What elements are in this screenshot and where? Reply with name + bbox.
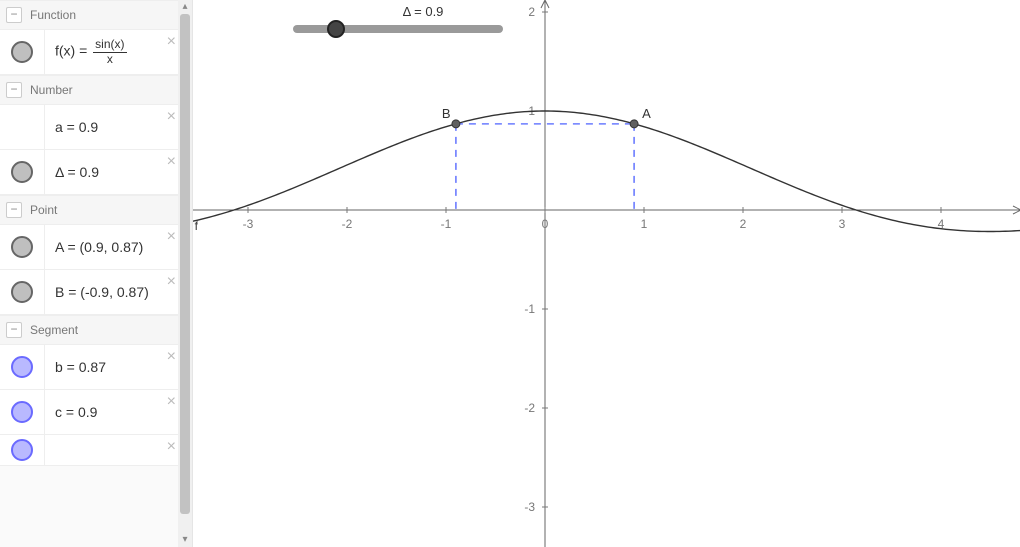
swatch-cell[interactable] <box>0 435 45 465</box>
row-point-b[interactable]: B = (-0.9, 0.87) × <box>0 270 192 315</box>
swatch-cell[interactable] <box>0 150 45 194</box>
swatch-cell[interactable] <box>0 390 45 434</box>
row-point-a[interactable]: A = (0.9, 0.87) × <box>0 225 192 270</box>
svg-text:2: 2 <box>740 217 747 231</box>
svg-text:3: 3 <box>839 217 846 231</box>
close-icon[interactable]: × <box>167 274 176 290</box>
swatch-cell[interactable] <box>0 225 45 269</box>
color-swatch[interactable] <box>11 356 33 378</box>
color-swatch[interactable] <box>11 41 33 63</box>
scroll-down-icon[interactable]: ▾ <box>180 535 190 545</box>
row-number-delta[interactable]: Δ = 0.9 × <box>0 150 192 195</box>
close-icon[interactable]: × <box>167 154 176 170</box>
svg-text:-3: -3 <box>243 217 254 231</box>
scroll-thumb[interactable] <box>180 14 190 514</box>
section-title: Number <box>30 83 73 97</box>
row-number-a[interactable]: a = 0.9 × <box>0 105 192 150</box>
collapse-icon[interactable]: − <box>6 322 22 338</box>
color-swatch[interactable] <box>11 161 33 183</box>
svg-text:-1: -1 <box>441 217 452 231</box>
close-icon[interactable]: × <box>167 394 176 410</box>
svg-text:1: 1 <box>641 217 648 231</box>
svg-text:-3: -3 <box>524 500 535 514</box>
app-root: − Function f(x) = sin(x) x × − Number a … <box>0 0 1020 547</box>
color-swatch[interactable] <box>11 401 33 423</box>
swatch-cell[interactable] <box>0 345 45 389</box>
svg-text:0: 0 <box>542 217 549 231</box>
swatch-cell[interactable] <box>0 30 45 74</box>
close-icon[interactable]: × <box>167 439 176 455</box>
svg-text:f: f <box>195 219 199 233</box>
svg-text:2: 2 <box>528 5 535 19</box>
section-point[interactable]: − Point <box>0 195 192 225</box>
row-segment-b[interactable]: b = 0.87 × <box>0 345 192 390</box>
close-icon[interactable]: × <box>167 229 176 245</box>
scroll-up-icon[interactable]: ▴ <box>180 2 190 12</box>
close-icon[interactable]: × <box>167 34 176 50</box>
svg-text:-2: -2 <box>342 217 353 231</box>
close-icon[interactable]: × <box>167 109 176 125</box>
collapse-icon[interactable]: − <box>6 7 22 23</box>
row-function-f[interactable]: f(x) = sin(x) x × <box>0 30 192 75</box>
section-title: Function <box>30 8 76 22</box>
swatch-cell[interactable] <box>0 105 45 149</box>
graph-view[interactable]: Δ = 0.9 -3-2-101234-3-2-112fAB <box>193 0 1020 547</box>
sidebar-scrollbar[interactable]: ▴ ▾ <box>178 0 192 547</box>
close-icon[interactable]: × <box>167 349 176 365</box>
section-title: Point <box>30 203 57 217</box>
empty-swatch <box>11 116 33 138</box>
collapse-icon[interactable]: − <box>6 202 22 218</box>
color-swatch[interactable] <box>11 439 33 461</box>
row-segment-c[interactable]: c = 0.9 × <box>0 390 192 435</box>
chart-svg: -3-2-101234-3-2-112fAB <box>193 0 1020 547</box>
collapse-icon[interactable]: − <box>6 82 22 98</box>
row-segment-partial[interactable]: × <box>0 435 192 466</box>
algebra-sidebar: − Function f(x) = sin(x) x × − Number a … <box>0 0 193 547</box>
color-swatch[interactable] <box>11 236 33 258</box>
color-swatch[interactable] <box>11 281 33 303</box>
section-function[interactable]: − Function <box>0 0 192 30</box>
svg-text:B: B <box>442 106 451 121</box>
svg-text:-1: -1 <box>524 302 535 316</box>
section-number[interactable]: − Number <box>0 75 192 105</box>
svg-text:-2: -2 <box>524 401 535 415</box>
swatch-cell[interactable] <box>0 270 45 314</box>
svg-text:A: A <box>642 106 651 121</box>
section-segment[interactable]: − Segment <box>0 315 192 345</box>
section-title: Segment <box>30 323 78 337</box>
